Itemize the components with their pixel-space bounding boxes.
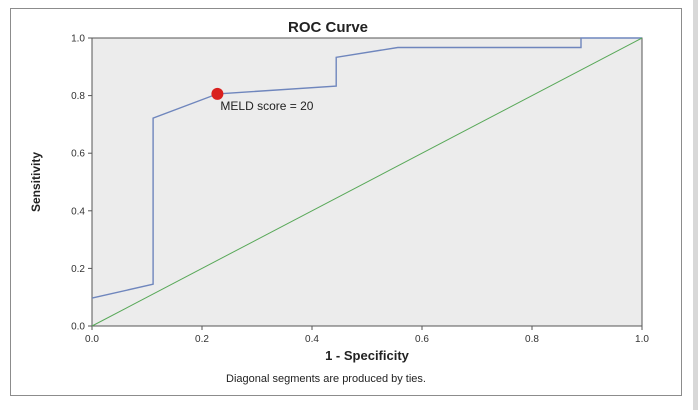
x-axis-label: 1 - Specificity (325, 348, 410, 363)
x-tick-label: 1.0 (635, 334, 649, 345)
chart-title: ROC Curve (288, 19, 368, 36)
roc-curve-line (91, 37, 642, 299)
x-tick-label: 0.4 (305, 334, 319, 345)
x-tick-label: 0.8 (525, 334, 539, 345)
y-tick-label: 0.6 (71, 149, 85, 160)
reference-diagonal-line (91, 37, 643, 327)
y-tick-label: 0.2 (71, 264, 85, 275)
right-edge-strip (693, 0, 698, 410)
x-tick-label: 0.0 (85, 334, 99, 345)
x-tick-label: 0.2 (195, 334, 209, 345)
y-tick-label: 0.8 (71, 91, 85, 102)
x-tick-label: 0.6 (415, 334, 429, 345)
y-tick-label: 1.0 (71, 34, 85, 45)
meld-annotation: MELD score = 20 (220, 99, 313, 113)
y-axis-label: Sensitivity (29, 152, 43, 212)
y-tick-label: 0.4 (71, 206, 85, 217)
y-tick-label: 0.0 (71, 322, 85, 333)
meld-cutoff-point (211, 87, 224, 100)
footnote: Diagonal segments are produced by ties. (226, 373, 426, 385)
